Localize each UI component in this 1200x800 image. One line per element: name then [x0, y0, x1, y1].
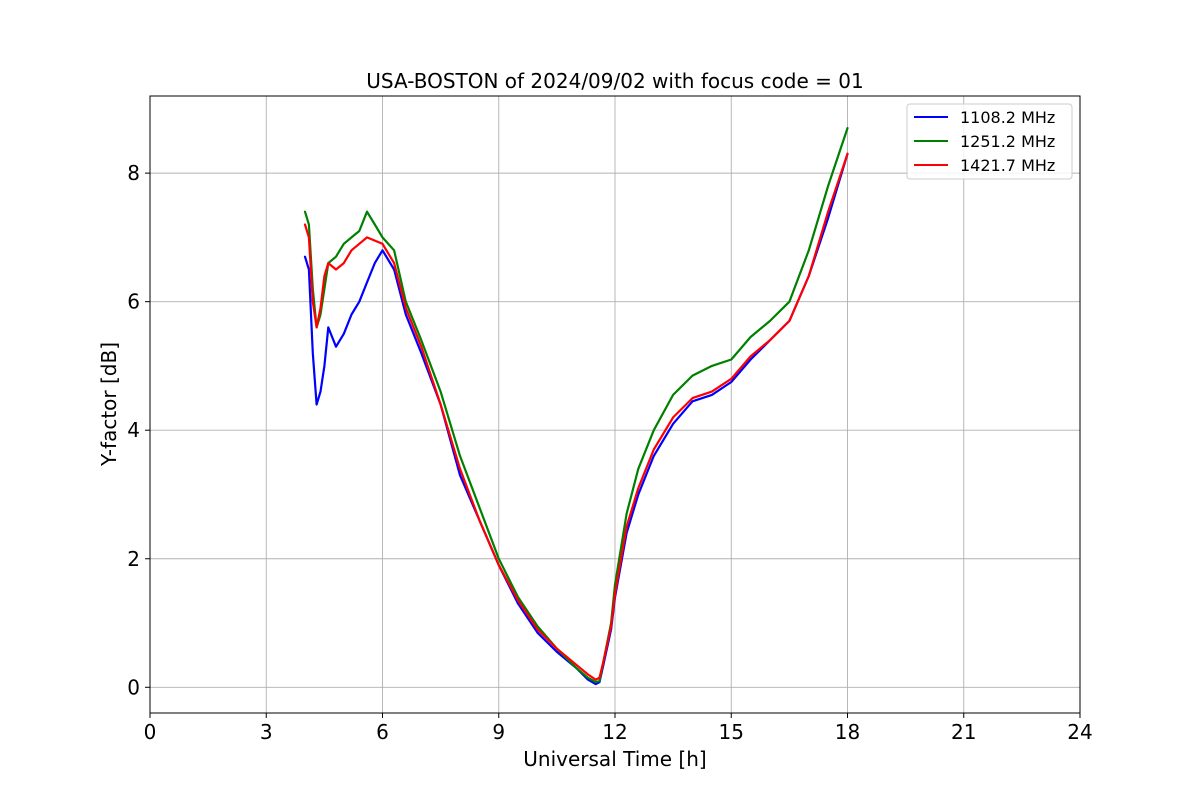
y-tick-label: 8 [127, 161, 140, 185]
legend: 1108.2 MHz 1251.2 MHz 1421.7 MHz [906, 103, 1073, 180]
x-tick-label: 0 [144, 720, 157, 744]
x-tick-label: 15 [719, 720, 744, 744]
legend-box [906, 103, 1073, 180]
legend-entry-2: 1251.2 MHz [960, 132, 1055, 151]
y-tick-label: 0 [127, 675, 140, 699]
x-tick-label: 24 [1067, 720, 1092, 744]
x-axis: 0 3 6 9 12 15 18 21 24 [144, 713, 1093, 744]
series-line-1 [303, 152, 849, 686]
y-tick-label: 2 [127, 547, 140, 571]
series-line-3 [303, 152, 849, 681]
x-tick-label: 12 [602, 720, 627, 744]
x-tick-label: 6 [376, 720, 389, 744]
series-line-2 [303, 127, 849, 684]
x-tick-label: 9 [492, 720, 505, 744]
plot-area [303, 127, 849, 686]
y-axis: 0 2 4 6 8 [127, 161, 150, 699]
legend-entry-3: 1421.7 MHz [960, 156, 1055, 175]
y-tick-label: 6 [127, 290, 140, 314]
chart-title: USA-BOSTON of 2024/09/02 with focus code… [366, 69, 863, 93]
x-tick-label: 21 [951, 720, 976, 744]
x-tick-label: 3 [260, 720, 273, 744]
y-tick-label: 4 [127, 418, 140, 442]
x-axis-label: Universal Time [h] [523, 747, 706, 771]
legend-entry-1: 1108.2 MHz [960, 108, 1055, 127]
y-axis-label: Y-factor [dB] [97, 342, 121, 467]
series-group [303, 127, 849, 686]
x-tick-label: 18 [835, 720, 860, 744]
